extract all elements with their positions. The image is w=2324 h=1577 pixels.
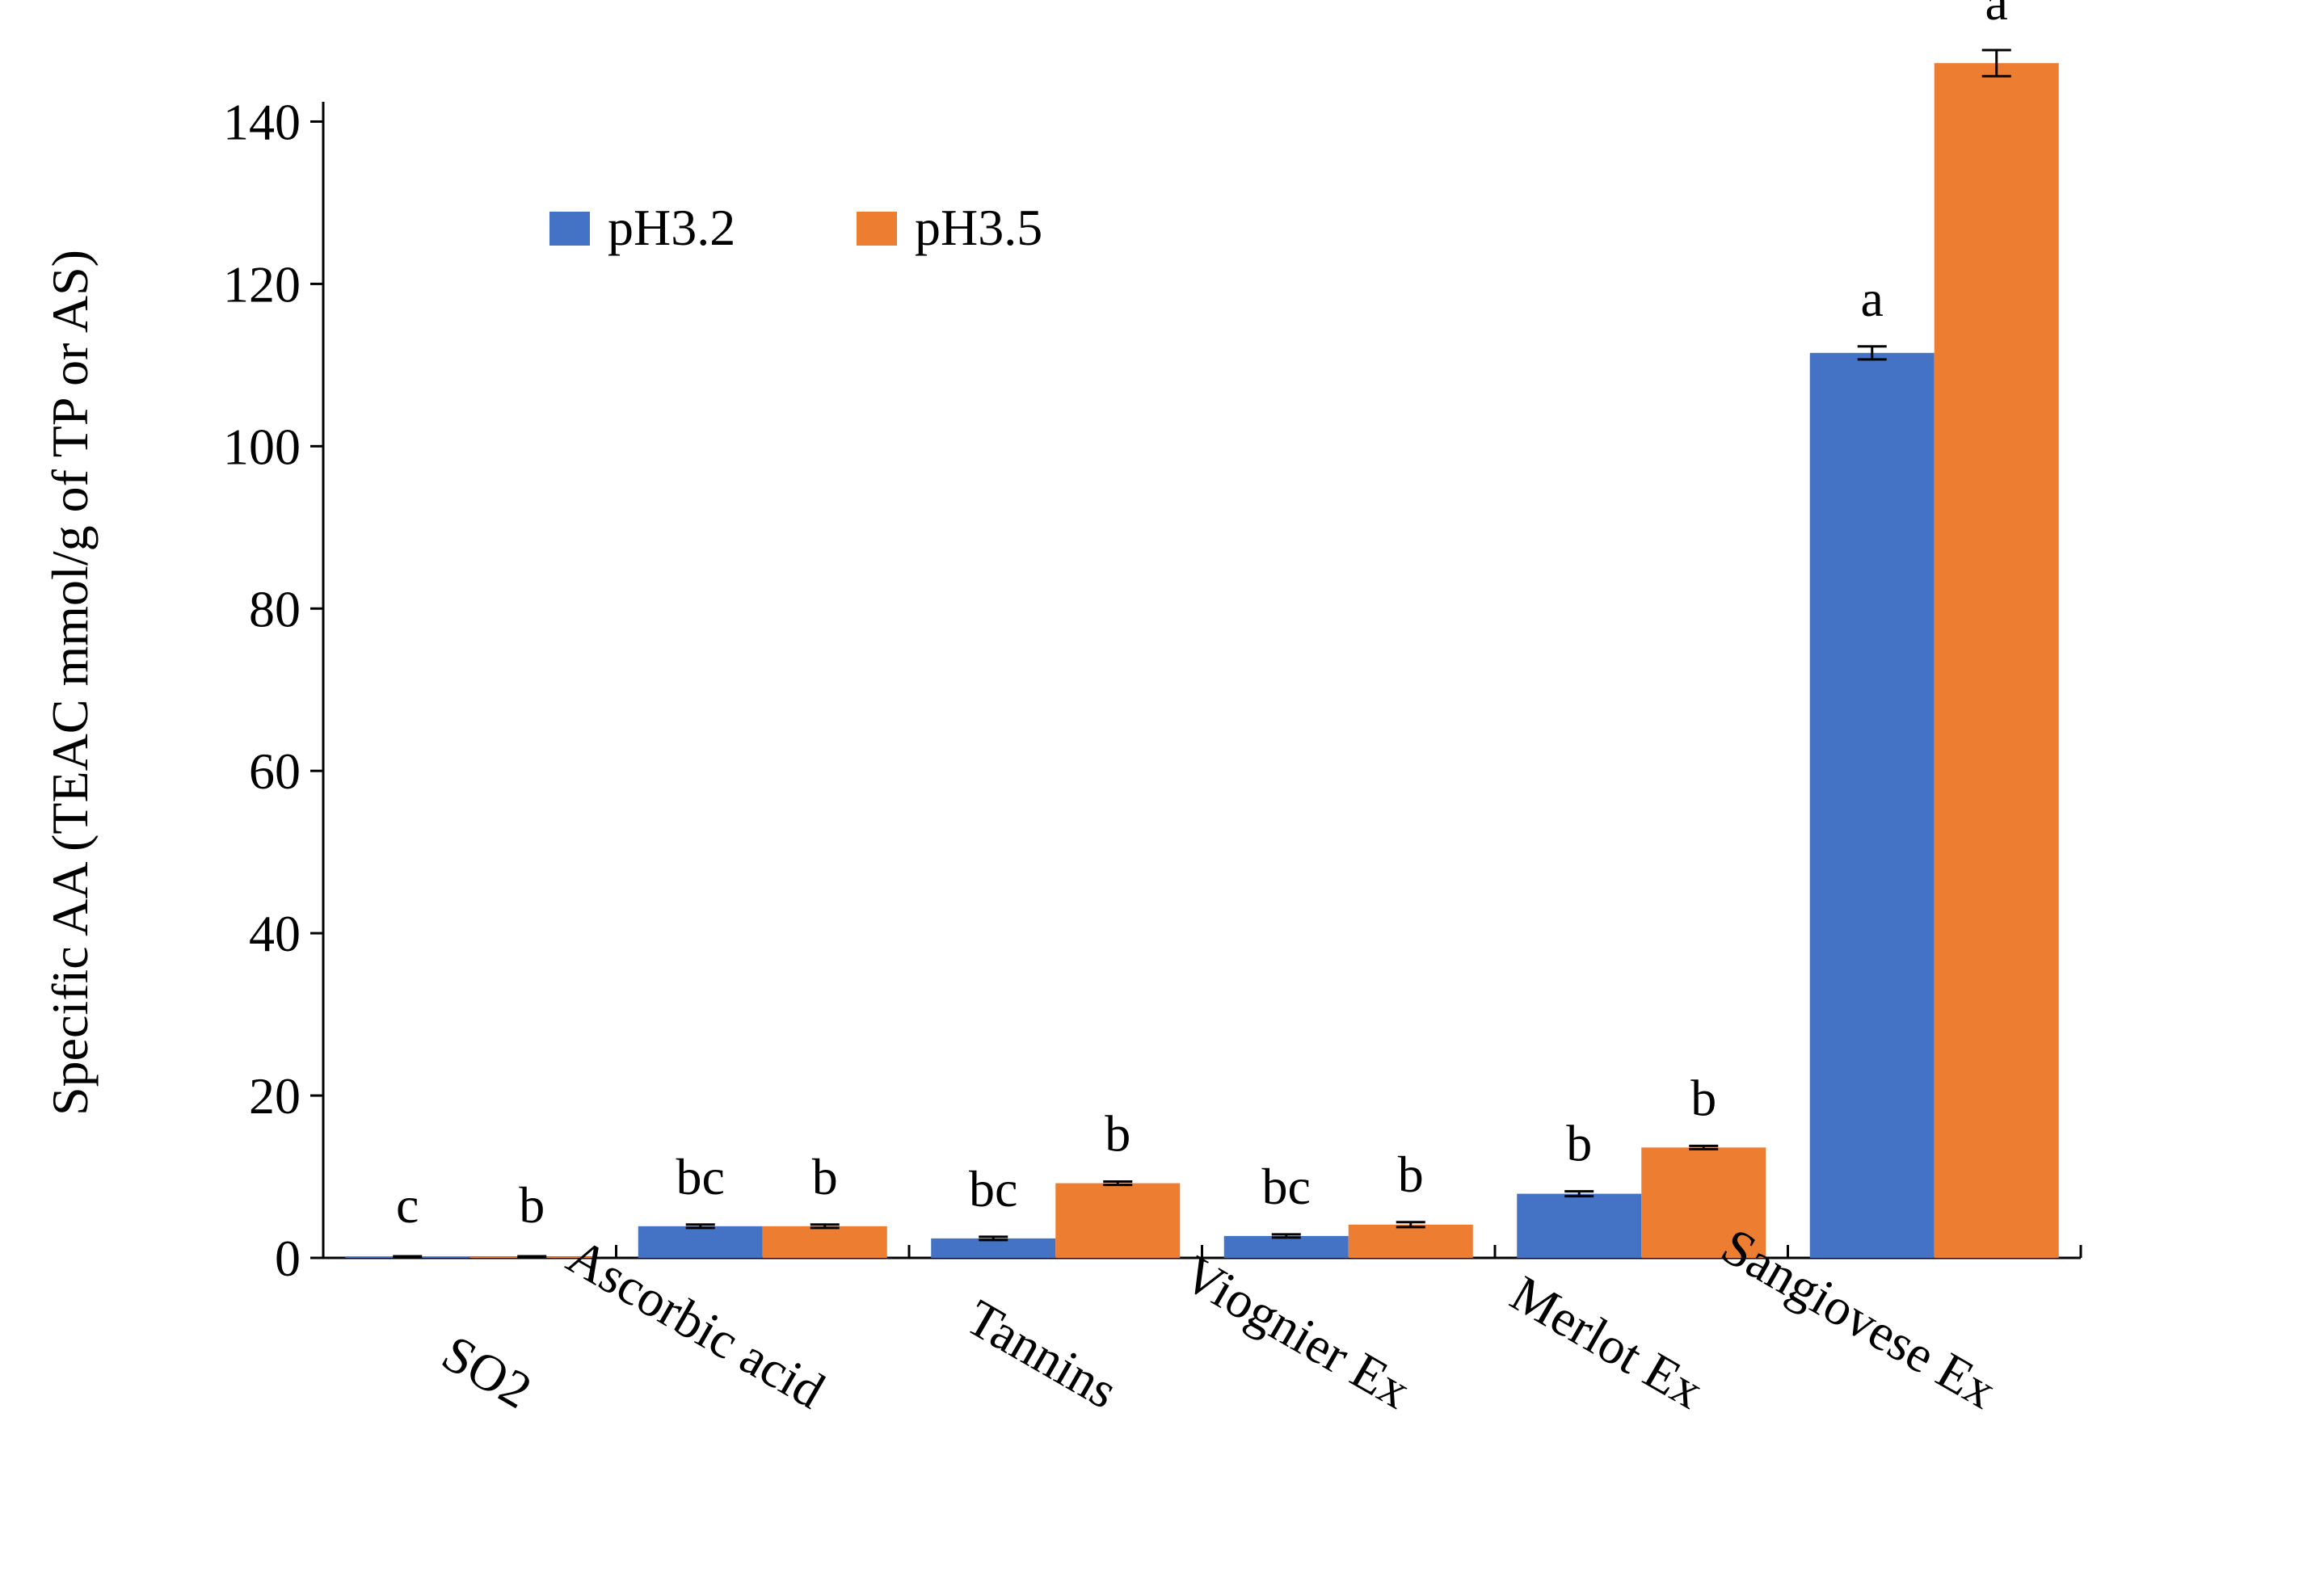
significance-label: a xyxy=(1861,270,1884,327)
y-tick-label: 60 xyxy=(249,742,301,800)
legend-label: pH3.2 xyxy=(608,199,735,256)
significance-label: c xyxy=(396,1176,419,1234)
significance-label: b xyxy=(1690,1069,1716,1126)
y-tick-label: 40 xyxy=(249,905,301,962)
y-tick-label: 140 xyxy=(223,93,301,150)
y-axis-title: Specific AA (TEAC mmol/g of TP or AS) xyxy=(41,250,99,1116)
bar xyxy=(638,1226,763,1258)
bar xyxy=(1055,1183,1181,1258)
legend: pH3.2 pH3.5 xyxy=(549,199,1042,256)
bar xyxy=(1641,1147,1766,1258)
bar xyxy=(1517,1193,1642,1258)
y-tick-label: 20 xyxy=(249,1067,301,1125)
category-label: Tannins xyxy=(958,1289,1127,1419)
significance-label: a xyxy=(1985,0,2008,31)
category-label: SO2 xyxy=(433,1324,541,1419)
significance-label: bc xyxy=(676,1148,725,1205)
significance-label: b xyxy=(1398,1146,1424,1203)
significance-label: bc xyxy=(1262,1158,1311,1215)
bar xyxy=(1348,1224,1473,1258)
category-label: Merlot Ex xyxy=(1501,1264,1713,1419)
y-tick-label: 100 xyxy=(223,418,301,475)
legend-swatch xyxy=(857,212,897,246)
bar xyxy=(762,1226,887,1258)
significance-label: b xyxy=(812,1148,838,1205)
category-label: Viognier Ex xyxy=(1174,1244,1421,1419)
significance-labels: c bc bc bc b a b b b b b a xyxy=(396,0,2008,1234)
significance-label: bc xyxy=(969,1160,1017,1217)
bar xyxy=(1934,63,2059,1259)
error-bars xyxy=(393,48,2011,1259)
significance-label: b xyxy=(1566,1115,1592,1172)
significance-label: b xyxy=(519,1176,545,1234)
legend-label: pH3.5 xyxy=(915,199,1042,256)
y-ticks: 0 20 40 60 80 100 120 140 xyxy=(223,93,323,1287)
bar xyxy=(1809,352,1935,1259)
bar xyxy=(1223,1235,1349,1258)
bars xyxy=(345,63,2059,1259)
y-tick-label: 120 xyxy=(223,255,301,313)
legend-swatch xyxy=(549,212,590,246)
x-ticks xyxy=(322,1245,2082,1258)
y-tick-label: 0 xyxy=(275,1230,301,1287)
y-tick-label: 80 xyxy=(249,580,301,637)
significance-label: b xyxy=(1105,1105,1130,1163)
bar xyxy=(931,1238,1056,1258)
